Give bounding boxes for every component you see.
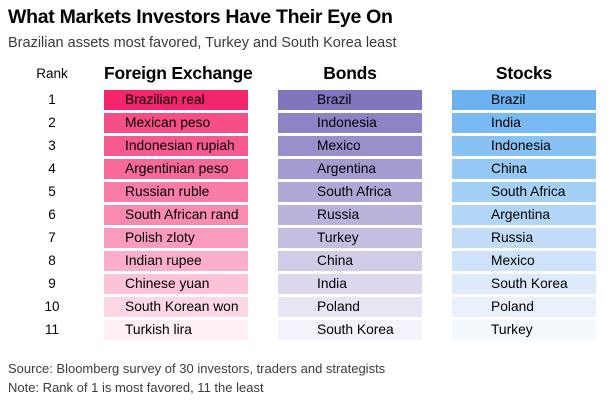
fx-cell: Indonesian rupiah bbox=[104, 136, 248, 156]
column-header-stocks: Stocks bbox=[495, 63, 553, 83]
fx-cell: Argentinian peso bbox=[104, 159, 248, 179]
chart-subtitle: Brazilian assets most favored, Turkey an… bbox=[8, 35, 397, 51]
rank-number: 9 bbox=[48, 276, 56, 291]
stocks-cell: South Korea bbox=[452, 274, 596, 294]
fx-cell: Mexican peso bbox=[104, 113, 248, 133]
fx-cell: Turkish lira bbox=[104, 320, 248, 340]
column-header-bonds: Bonds bbox=[323, 63, 377, 83]
bonds-cell: China bbox=[278, 251, 422, 271]
bonds-cell: Turkey bbox=[278, 228, 422, 248]
rank-column-header: Rank bbox=[36, 66, 68, 81]
fx-cell: Indian rupee bbox=[104, 251, 248, 271]
bonds-cell: Argentina bbox=[278, 159, 422, 179]
rank-number: 10 bbox=[44, 299, 60, 314]
rank-number: 3 bbox=[48, 138, 56, 153]
note-text: Note: Rank of 1 is most favored, 11 the … bbox=[8, 380, 264, 395]
stocks-cell: Brazil bbox=[452, 90, 596, 110]
rank-number: 6 bbox=[48, 207, 56, 222]
fx-cell: Brazilian real bbox=[104, 90, 248, 110]
fx-cell: Russian ruble bbox=[104, 182, 248, 202]
rank-number: 8 bbox=[48, 253, 56, 268]
fx-cell: Polish zloty bbox=[104, 228, 248, 248]
bonds-cell: South Korea bbox=[278, 320, 422, 340]
bonds-cell: India bbox=[278, 274, 422, 294]
bonds-cell: Indonesia bbox=[278, 113, 422, 133]
stocks-cell: Turkey bbox=[452, 320, 596, 340]
bonds-cell: Poland bbox=[278, 297, 422, 317]
stocks-cell: Russia bbox=[452, 228, 596, 248]
stocks-cell: Poland bbox=[452, 297, 596, 317]
rank-number: 5 bbox=[48, 184, 56, 199]
stocks-cell: Argentina bbox=[452, 205, 596, 225]
rank-number: 2 bbox=[48, 115, 56, 130]
fx-cell: South Korean won bbox=[104, 297, 248, 317]
stocks-cell: South Africa bbox=[452, 182, 596, 202]
stocks-cell: China bbox=[452, 159, 596, 179]
bonds-cell: South Africa bbox=[278, 182, 422, 202]
source-text: Source: Bloomberg survey of 30 investors… bbox=[8, 361, 386, 376]
rank-number: 1 bbox=[48, 92, 56, 107]
stocks-cell: Indonesia bbox=[452, 136, 596, 156]
stocks-cell: Mexico bbox=[452, 251, 596, 271]
column-header-foreign-exchange: Foreign Exchange bbox=[104, 63, 253, 83]
rank-number: 4 bbox=[48, 161, 56, 176]
bonds-cell: Russia bbox=[278, 205, 422, 225]
bonds-cell: Mexico bbox=[278, 136, 422, 156]
bonds-cell: Brazil bbox=[278, 90, 422, 110]
rank-number: 7 bbox=[48, 230, 56, 245]
fx-cell: South African rand bbox=[104, 205, 248, 225]
fx-cell: Chinese yuan bbox=[104, 274, 248, 294]
chart-title: What Markets Investors Have Their Eye On bbox=[8, 6, 393, 28]
rank-number: 11 bbox=[44, 322, 59, 337]
stocks-cell: India bbox=[452, 113, 596, 133]
